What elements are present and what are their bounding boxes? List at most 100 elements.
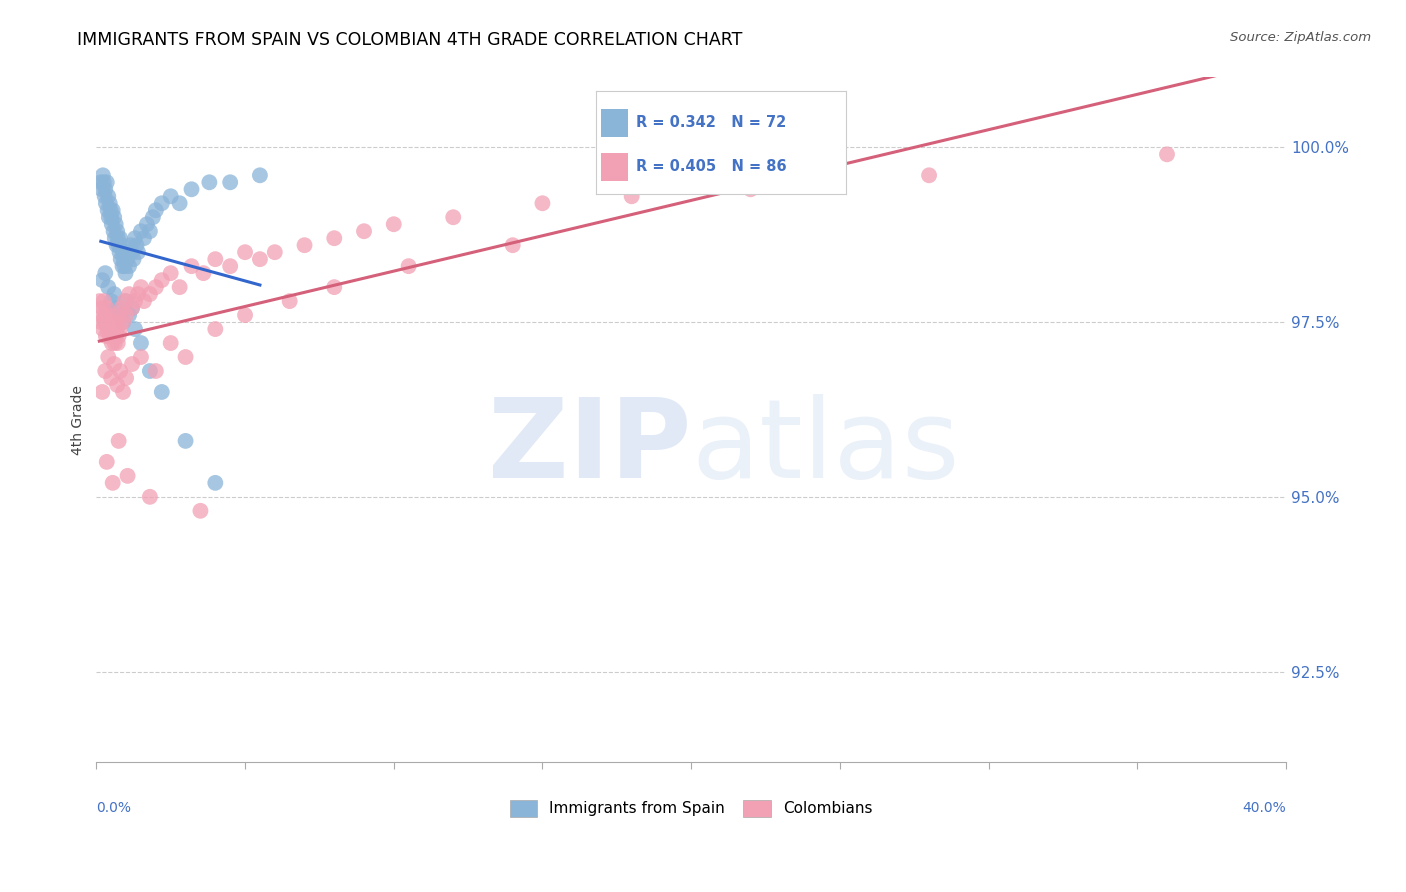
Point <box>101 336 124 351</box>
Point <box>90 315 112 329</box>
Point <box>93 294 115 309</box>
Point <box>91 322 114 336</box>
Point <box>115 294 138 309</box>
Point <box>94 364 117 378</box>
Point <box>100 371 122 385</box>
Point <box>139 287 162 301</box>
Point <box>139 364 162 378</box>
Point <box>100 203 122 218</box>
Point <box>94 182 117 196</box>
Point <box>125 238 148 252</box>
Point <box>249 252 271 267</box>
Point <box>115 245 138 260</box>
Point <box>150 196 173 211</box>
Point <box>190 504 212 518</box>
Point <box>110 252 132 267</box>
Point <box>97 189 120 203</box>
Point <box>145 364 167 378</box>
Point <box>159 189 181 203</box>
Point <box>103 357 125 371</box>
Point <box>91 169 114 183</box>
Text: Source: ZipAtlas.com: Source: ZipAtlas.com <box>1230 31 1371 45</box>
Point <box>93 315 115 329</box>
Point <box>105 224 128 238</box>
Point <box>204 252 226 267</box>
Point <box>105 301 128 315</box>
Point <box>91 273 114 287</box>
Point <box>101 203 124 218</box>
Text: 40.0%: 40.0% <box>1243 801 1286 815</box>
Point <box>294 238 316 252</box>
Point <box>204 475 226 490</box>
Point <box>263 245 285 260</box>
Point <box>104 329 127 343</box>
Point <box>180 182 202 196</box>
Point <box>115 308 138 322</box>
Point <box>193 266 215 280</box>
Point <box>132 231 155 245</box>
Point <box>100 322 122 336</box>
Point <box>114 266 136 280</box>
Point <box>104 336 127 351</box>
Point <box>97 350 120 364</box>
Point <box>108 364 131 378</box>
Point <box>127 287 149 301</box>
Point <box>531 196 554 211</box>
Point <box>100 294 122 309</box>
Point <box>139 224 162 238</box>
Point <box>174 434 197 448</box>
Point <box>111 238 134 252</box>
Point <box>918 169 941 183</box>
Point <box>150 384 173 399</box>
Point <box>94 266 117 280</box>
Point <box>121 301 143 315</box>
Point <box>129 350 152 364</box>
Point <box>105 378 128 392</box>
Point <box>124 231 146 245</box>
Point <box>108 308 131 322</box>
Point <box>129 224 152 238</box>
Point <box>112 384 135 399</box>
Point <box>107 231 129 245</box>
Point <box>107 434 129 448</box>
Point <box>127 245 149 260</box>
Point <box>124 294 146 309</box>
Point <box>103 211 125 225</box>
Point <box>96 301 118 315</box>
Point <box>108 308 131 322</box>
Point <box>122 252 145 267</box>
Point <box>97 322 120 336</box>
Point <box>169 280 191 294</box>
Point <box>91 384 114 399</box>
Point <box>398 259 420 273</box>
Point <box>103 224 125 238</box>
Point <box>97 308 120 322</box>
Point <box>108 322 131 336</box>
Point <box>1156 147 1178 161</box>
Point <box>97 211 120 225</box>
Point <box>100 211 122 225</box>
Text: ZIP: ZIP <box>488 394 692 500</box>
Point <box>107 238 129 252</box>
Point <box>93 175 115 189</box>
Point <box>120 238 142 252</box>
Point <box>129 280 152 294</box>
Point <box>105 322 128 336</box>
Point <box>382 217 405 231</box>
Point <box>159 266 181 280</box>
Point <box>198 175 221 189</box>
Point <box>97 280 120 294</box>
Point <box>98 196 121 211</box>
Point <box>112 252 135 267</box>
Point <box>108 245 131 260</box>
Point <box>100 315 122 329</box>
Point <box>145 280 167 294</box>
Point <box>135 217 157 231</box>
Point <box>620 189 643 203</box>
Point <box>90 308 112 322</box>
Point <box>104 217 127 231</box>
Point <box>107 336 129 351</box>
Point <box>118 259 141 273</box>
Point <box>159 336 181 351</box>
Point <box>93 189 115 203</box>
